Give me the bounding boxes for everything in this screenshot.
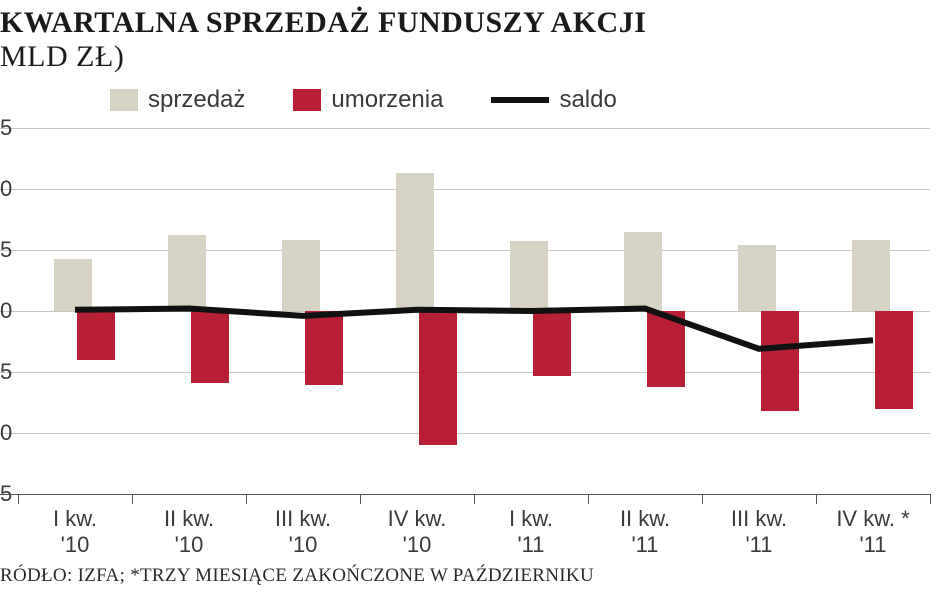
source-footnote: ródło: IZFA; *trzy miesiące zakończone w…	[0, 565, 594, 587]
x-tick-label: II kw.'10	[164, 506, 214, 559]
x-tick-label: III kw.'11	[731, 506, 787, 559]
x-tick-label: I kw.'10	[53, 506, 97, 559]
legend-label: saldo	[559, 86, 616, 114]
legend-swatch-sprzedaz	[110, 89, 138, 111]
legend-item-sprzedaz: sprzedaż	[110, 86, 245, 114]
legend-label: sprzedaż	[148, 86, 245, 114]
title-block: Kwartalna sprzedaż funduszy akcji mld zł…	[0, 6, 646, 74]
legend-item-umorzenia: umorzenia	[293, 86, 443, 114]
chart-container: Kwartalna sprzedaż funduszy akcji mld zł…	[0, 0, 948, 593]
legend-label: umorzenia	[331, 86, 443, 114]
legend-line-saldo	[491, 97, 549, 103]
saldo-line	[0, 128, 930, 496]
x-tick-label: I kw.'11	[509, 506, 553, 559]
x-tick-label: II kw.'11	[620, 506, 670, 559]
x-tick	[930, 494, 931, 504]
chart-subtitle-unit: mld zł)	[0, 40, 646, 74]
plot-area: 5050505I kw.'10II kw.'10III kw.'10IV kw.…	[0, 128, 930, 496]
legend-swatch-umorzenia	[293, 89, 321, 111]
chart-title: Kwartalna sprzedaż funduszy akcji	[0, 6, 646, 40]
x-tick-label: III kw.'10	[275, 506, 331, 559]
x-tick-label: IV kw. *'11	[836, 506, 909, 559]
legend-item-saldo: saldo	[491, 86, 616, 114]
x-tick-label: IV kw.'10	[388, 506, 447, 559]
legend: sprzedaż umorzenia saldo	[110, 86, 617, 114]
